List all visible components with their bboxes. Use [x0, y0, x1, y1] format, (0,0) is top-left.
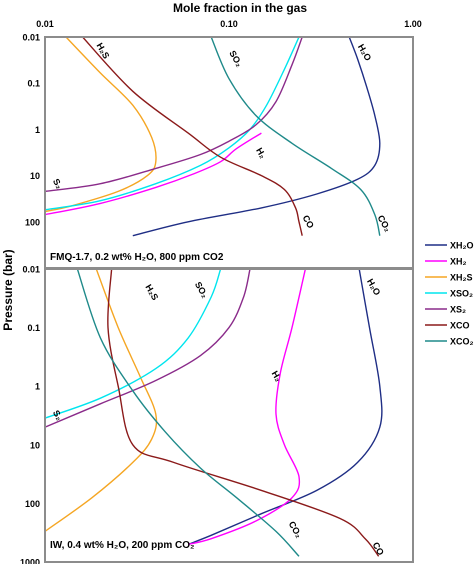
curve-label: S₂: [51, 408, 65, 422]
legend-label: XCO: [450, 321, 470, 331]
y-tick-label: 0.1: [27, 79, 40, 89]
plot-area: [44, 36, 414, 269]
y-tick-label: 0.1: [27, 323, 40, 333]
legend-label: XH₂O: [450, 241, 474, 251]
x-tick-label: 1.00: [404, 19, 422, 29]
series-s2-line: [46, 38, 303, 192]
plot-area: [44, 268, 414, 563]
y-tick-label: 1: [35, 382, 40, 392]
y-axis-title: Pressure (bar): [1, 249, 15, 330]
x-tick-label: 0.10: [220, 19, 238, 29]
y-tick-label: 1: [35, 125, 40, 135]
y-tick-label: 100: [25, 499, 40, 509]
y-tick-label: 100: [25, 217, 40, 227]
condition-label: FMQ-1.7, 0.2 wt% H₂O, 800 ppm CO2: [50, 252, 224, 263]
curve-label: H₂: [270, 369, 284, 383]
series-h2s-line: [46, 38, 157, 213]
series-h2-line: [188, 270, 306, 546]
chart-title: Mole fraction in the gas: [173, 1, 307, 15]
series-h2o-line: [187, 270, 383, 546]
y-tick-label: 10: [30, 440, 40, 450]
legend-label: XSO₂: [450, 289, 473, 299]
series-s2-line: [46, 270, 251, 428]
curve-label: S₂: [51, 177, 65, 191]
legend-label: XCO₂: [450, 337, 474, 347]
y-tick-label: 10: [30, 171, 40, 181]
y-tick-label: 1000: [20, 558, 40, 564]
series-so2-line: [46, 38, 300, 211]
series-co-line: [107, 270, 380, 557]
y-tick-label: 0.01: [22, 265, 40, 275]
y-tick-label: 0.01: [22, 33, 40, 43]
legend-label: XH₂: [450, 257, 467, 267]
series-h2s-line: [46, 270, 158, 532]
series-so2-line: [46, 270, 222, 419]
series-co2-line: [210, 38, 381, 236]
legend: XH₂O XH₂ XH₂S XSO₂ XS₂ XCO XCO₂: [425, 241, 474, 347]
condition-label: IW, 0.4 wt% H₂O, 200 ppm CO₂: [50, 540, 194, 551]
series-co-line: [82, 38, 303, 236]
series-h2-line: [46, 132, 262, 216]
curve-label: H₂: [254, 146, 268, 160]
legend-label: XH₂S: [450, 273, 473, 283]
series-co2-line: [76, 270, 300, 557]
series-h2o-line: [132, 38, 381, 237]
x-tick-label: 0.01: [36, 19, 54, 29]
legend-label: XS₂: [450, 305, 466, 315]
